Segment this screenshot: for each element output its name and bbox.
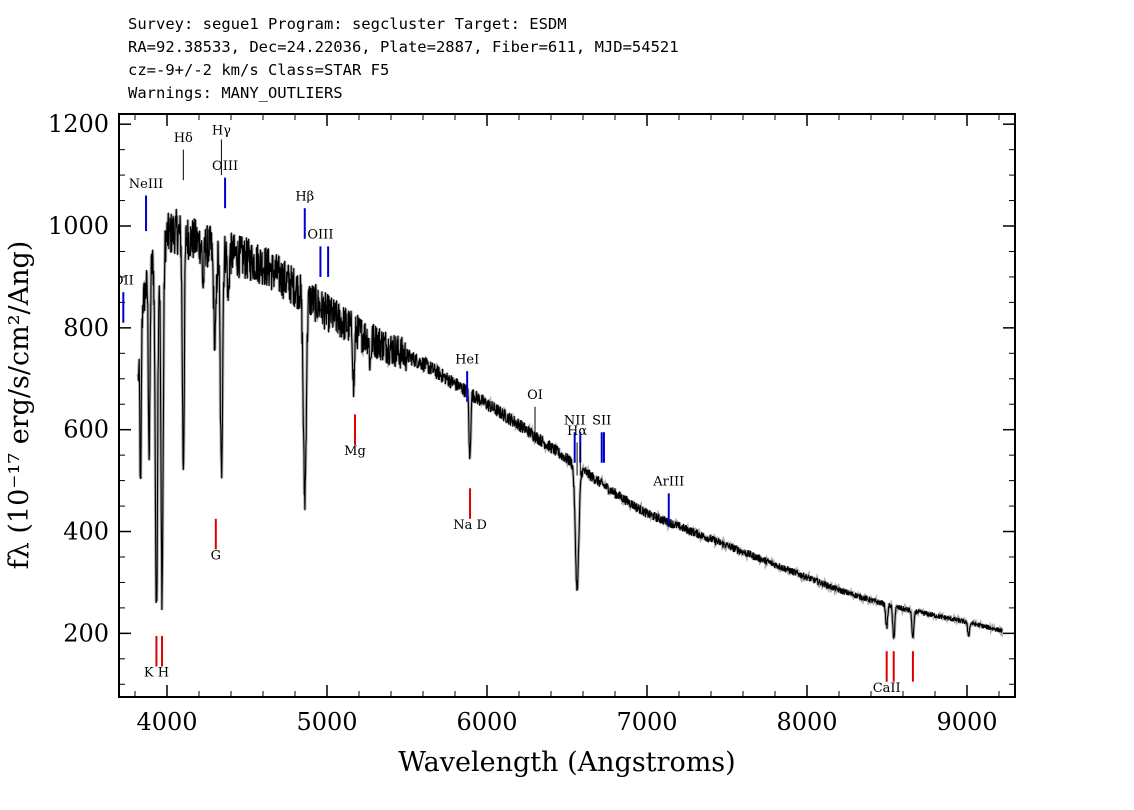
emission-line-label: NeIII	[129, 177, 163, 192]
y-tick-label: 1000	[48, 212, 109, 240]
y-ticks: 200 400 600 800 1000 1200	[48, 110, 1015, 685]
header-warnings-line: Warnings: MANY_OUTLIERS	[128, 84, 343, 102]
y-axis-label: fλ (10⁻¹⁷ erg/s/cm²/Ang)	[4, 241, 35, 570]
header-cz-line: cz=-9+/-2 km/s Class=STAR F5	[128, 61, 389, 79]
absorption-line-label: CaII	[873, 681, 901, 696]
sky-line-label: Hγ	[212, 123, 231, 138]
sky-line-label: NII	[569, 724, 591, 739]
emission-line-label: HeI	[455, 352, 479, 367]
absorption-line-label: Mg	[344, 444, 366, 459]
absorption-line-label: Na D	[453, 518, 487, 533]
y-tick-label: 200	[63, 619, 109, 647]
line-markers: OII NeIII OIII Hβ OIII HeI NII SII ArIII Hδ Hγ OI Hα…	[113, 123, 914, 739]
emission-line-label: ArIII	[652, 475, 684, 490]
emission-line-label: Hβ	[295, 190, 314, 205]
y-tick-label: 600	[63, 416, 109, 444]
header: Survey: segue1 Program: segcluster Targe…	[128, 15, 679, 102]
absorption-line-label: K H	[144, 666, 169, 681]
x-tick-label: 4000	[136, 708, 197, 736]
x-tick-label: 8000	[776, 708, 837, 736]
x-ticks: 4000 5000 6000 7000 8000 9000	[134, 114, 1000, 736]
emission-line-label: OII	[113, 274, 134, 289]
x-axis-label: Wavelength (Angstroms)	[398, 747, 735, 778]
x-tick-label: 5000	[296, 708, 357, 736]
sky-line-label: OI	[527, 388, 543, 403]
absorption-line-label: G	[211, 549, 221, 564]
x-tick-label: 7000	[616, 708, 677, 736]
emission-line-label: OIII	[307, 228, 333, 243]
x-tick-label: 6000	[456, 708, 517, 736]
y-tick-label: 800	[63, 314, 109, 342]
plot-frame	[118, 113, 1016, 698]
emission-line-label: SII	[592, 414, 611, 429]
sky-line-label: Hα	[567, 424, 587, 439]
y-tick-label: 1200	[48, 110, 109, 138]
y-tick-label: 400	[63, 518, 109, 546]
emission-line-label: NII	[564, 414, 586, 429]
spectrum-line	[137, 208, 1003, 639]
emission-line-label: OIII	[212, 159, 238, 174]
x-tick-label: 9000	[936, 708, 997, 736]
header-coords-line: RA=92.38533, Dec=24.22036, Plate=2887, F…	[128, 38, 679, 56]
sky-line-label: Hδ	[174, 131, 193, 146]
header-survey-line: Survey: segue1 Program: segcluster Targe…	[128, 15, 567, 33]
